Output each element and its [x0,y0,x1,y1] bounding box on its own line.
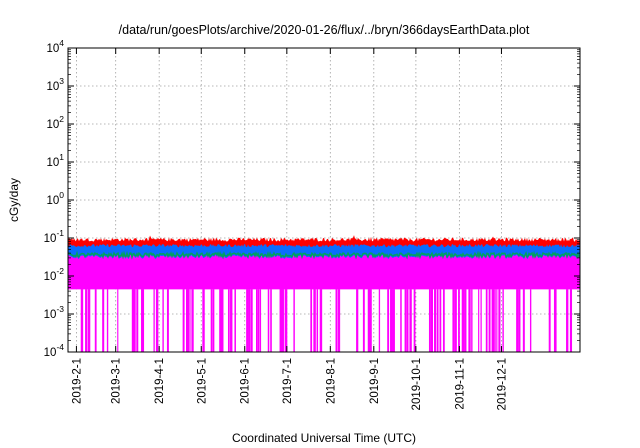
y-tick-label: 101 [46,152,64,169]
chart-title: /data/run/goesPlots/archive/2020-01-26/f… [119,23,530,37]
plot-frame [67,47,581,353]
x-tick-label: 2019-5-1 [196,358,208,404]
x-tick-label: 2019-7-1 [282,358,294,404]
y-axis-label: cGy/day [7,178,21,222]
series-magenta-dropouts [80,289,573,352]
x-axis: 2019-2-1 2019-3-1 2019-4-1 2019-5-1 2019-6-1… [71,48,508,410]
x-tick-label: 2019-11-1 [454,358,466,410]
y-tick-label: 104 [46,38,64,55]
x-tick-label: 2019-8-1 [325,358,337,404]
x-tick-label: 2019-6-1 [240,358,252,404]
x-tick-label: 2019-9-1 [369,358,381,404]
x-axis-label: Coordinated Universal Time (UTC) [232,431,416,445]
plot-area [68,235,581,352]
y-tick-label: 102 [46,114,64,131]
x-tick-label: 2019-4-1 [154,358,166,404]
y-tick-label: 100 [46,190,64,207]
y-tick-label: 103 [46,76,64,93]
y-tick-label: 10-2 [44,266,65,283]
series-green [68,250,581,260]
x-tick-label: 2019-2-1 [71,358,83,404]
x-tick-label: 2019-10-1 [411,358,423,410]
y-tick-label: 10-4 [44,342,65,359]
x-tick-label: 2019-12-1 [496,358,508,410]
y-tick-label: 10-3 [44,304,65,321]
series-magenta-fill [68,252,580,290]
y-tick-label: 10-1 [44,228,65,245]
x-tick-label: 2019-3-1 [111,358,123,404]
